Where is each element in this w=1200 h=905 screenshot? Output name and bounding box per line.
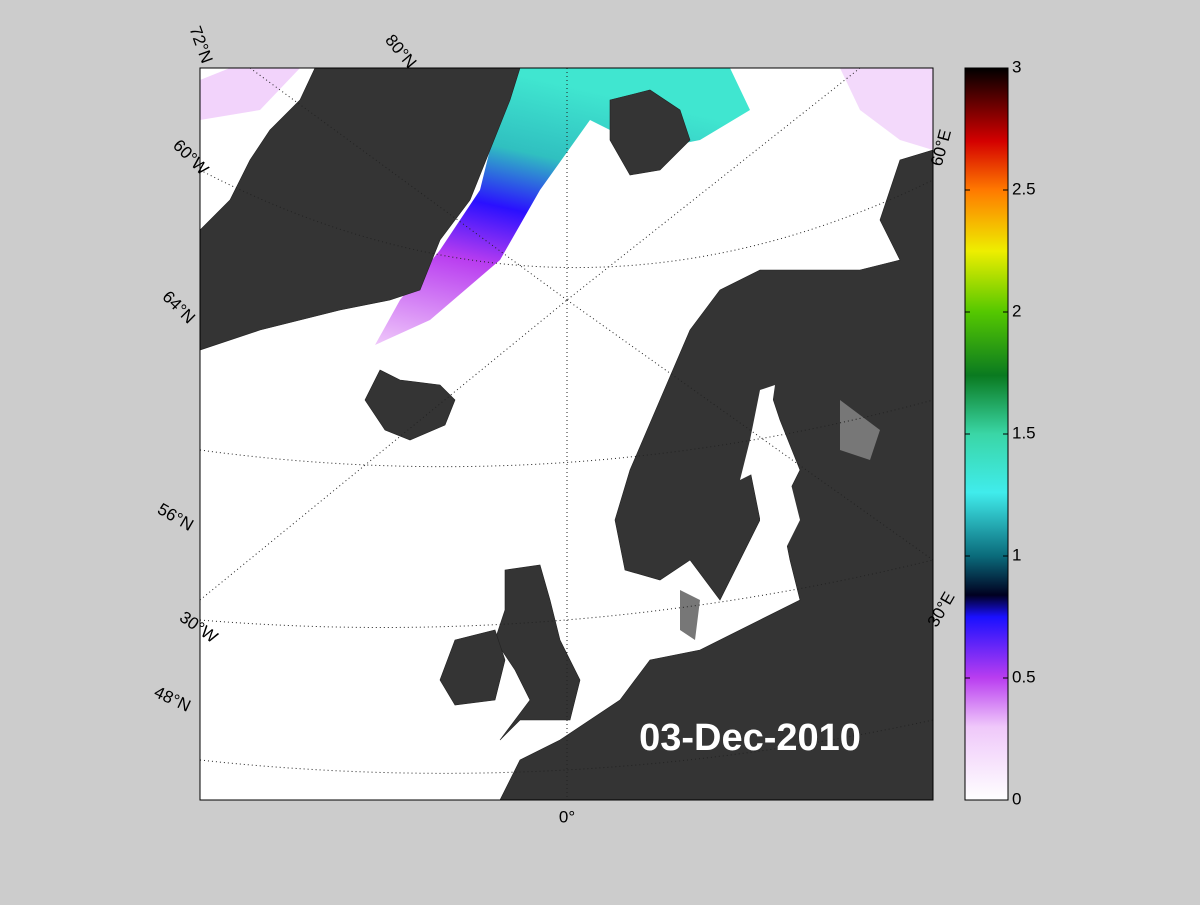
grid-label: 56°N	[154, 499, 196, 534]
colorbar-tick-label: 2	[1012, 301, 1021, 320]
date-label: 03-Dec-2010	[639, 717, 861, 759]
sea-ice	[200, 68, 300, 120]
ireland	[439, 629, 506, 706]
colorbar-tick-label: 0.5	[1012, 667, 1036, 686]
grid-label: 64°N	[159, 287, 199, 327]
colorbar-tick-label: 1	[1012, 545, 1021, 564]
sea-ice	[840, 68, 933, 150]
colorbar-tick-label: 2.5	[1012, 179, 1036, 198]
colorbar-tick-label: 0	[1012, 789, 1021, 808]
colorbar	[964, 67, 1009, 801]
map-frame	[199, 67, 934, 801]
map	[200, 68, 933, 800]
iceland	[364, 369, 456, 441]
grid-label: 0°	[559, 807, 575, 826]
svalbard	[609, 89, 691, 176]
lake	[680, 400, 880, 640]
baltic	[755, 480, 800, 600]
grid-label: 72°N	[186, 24, 217, 66]
colorbar-tick-label: 1.5	[1012, 423, 1036, 442]
grid-label: 80°N	[381, 31, 420, 72]
gulf	[740, 385, 775, 480]
grid-label: 48°N	[151, 682, 193, 715]
colorbar-tick-label: 3	[1012, 57, 1021, 76]
greenland	[200, 68, 521, 351]
